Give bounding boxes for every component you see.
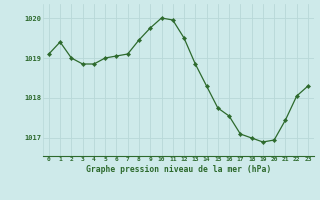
X-axis label: Graphe pression niveau de la mer (hPa): Graphe pression niveau de la mer (hPa) xyxy=(86,165,271,174)
